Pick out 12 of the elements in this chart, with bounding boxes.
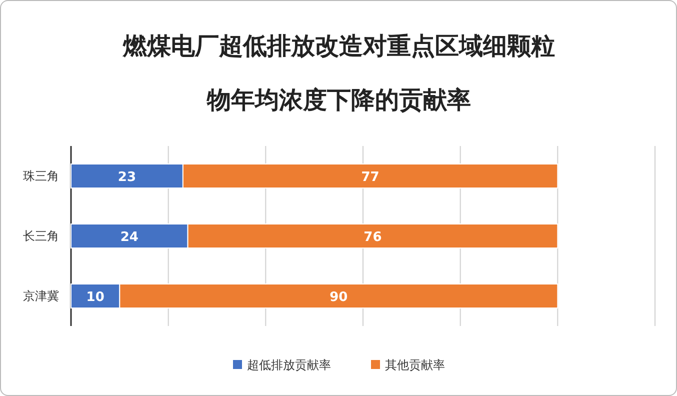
legend-label: 其他贡献率	[385, 358, 445, 372]
data-label: 23	[118, 170, 136, 185]
chart-title: 燃煤电厂超低排放改造对重点区域细颗粒物年均浓度下降的贡献率	[122, 31, 556, 116]
y-tick-label: 长三角	[23, 229, 59, 243]
y-tick-label: 珠三角	[23, 169, 59, 183]
data-label: 90	[330, 290, 348, 305]
legend-label: 超低排放贡献率	[247, 358, 331, 372]
data-label: 77	[361, 170, 380, 185]
y-tick-label: 京津冀	[23, 289, 59, 303]
data-label: 76	[364, 230, 382, 245]
data-label: 10	[86, 290, 104, 305]
data-label: 24	[120, 230, 138, 245]
